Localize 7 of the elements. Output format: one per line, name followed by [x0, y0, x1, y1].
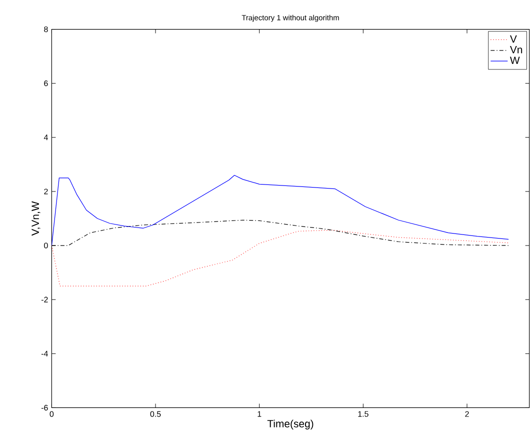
x-axis-title: Time(seg) [267, 420, 314, 430]
line-series [52, 174, 509, 246]
legend-label: Vn [510, 46, 522, 54]
legend-label: W [510, 56, 520, 64]
y-axis-title: V,Vn,W [32, 201, 40, 236]
legend-label: V [510, 35, 517, 43]
line-series [52, 220, 509, 246]
